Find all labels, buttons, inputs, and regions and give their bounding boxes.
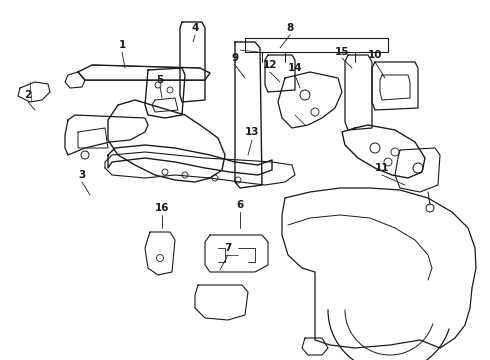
Text: 12: 12 [263,60,277,70]
Text: 9: 9 [231,53,239,63]
Text: 8: 8 [286,23,294,33]
Text: 15: 15 [335,47,349,57]
Text: 13: 13 [245,127,259,137]
Text: 14: 14 [288,63,302,73]
Text: 5: 5 [156,75,164,85]
Text: 2: 2 [24,90,32,100]
Text: 11: 11 [375,163,389,173]
Text: 3: 3 [78,170,86,180]
Text: 4: 4 [191,23,198,33]
Text: 7: 7 [224,243,232,253]
Text: 10: 10 [368,50,382,60]
Text: 1: 1 [119,40,125,50]
Text: 16: 16 [155,203,169,213]
Text: 6: 6 [236,200,244,210]
